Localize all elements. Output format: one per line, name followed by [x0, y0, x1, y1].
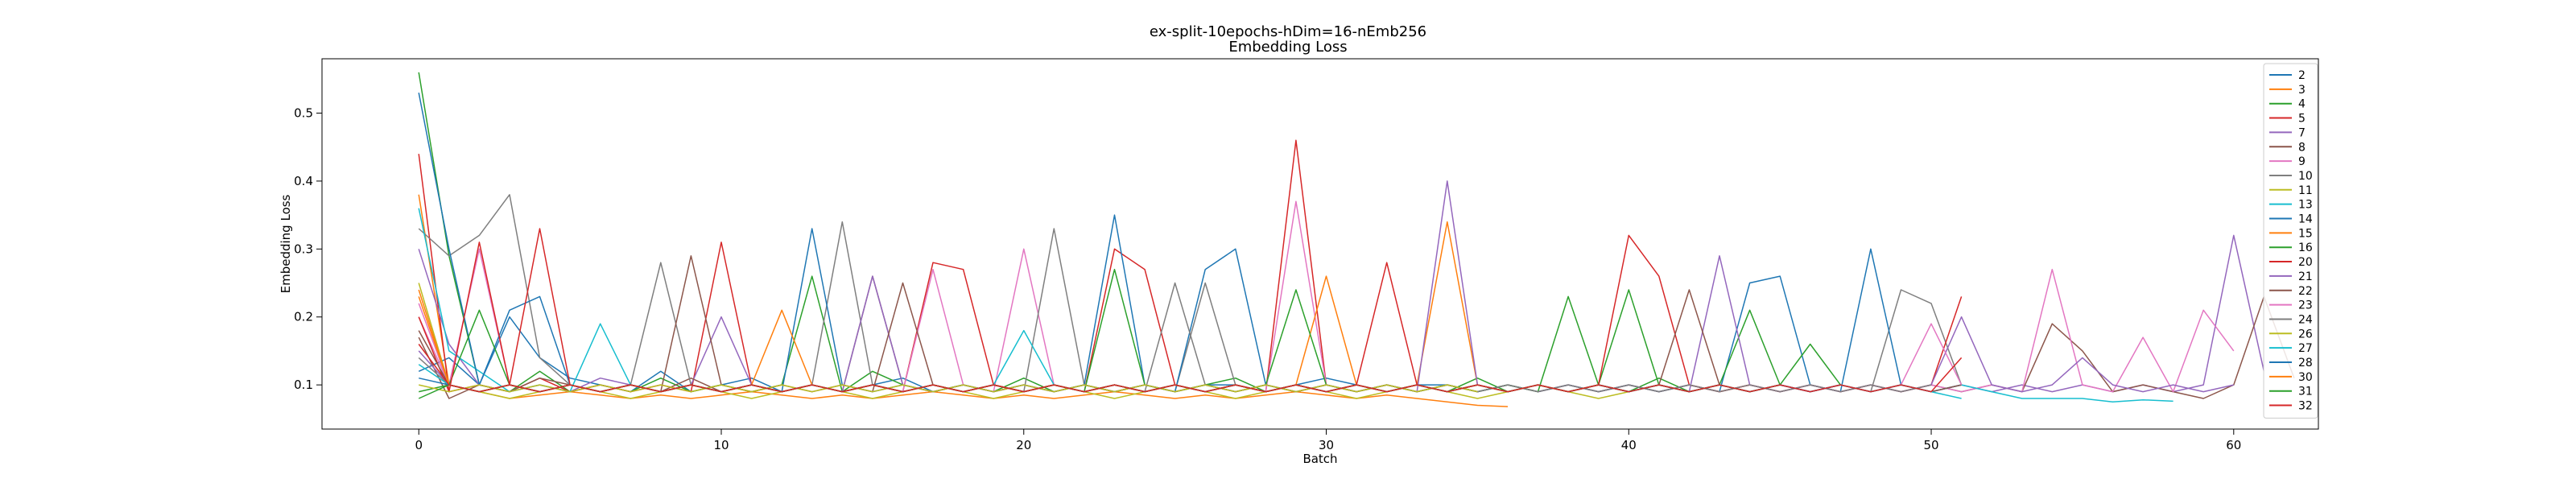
x-tick-label: 40 — [1621, 438, 1637, 452]
legend-label-11: 11 — [2298, 184, 2313, 197]
series-line-16 — [419, 268, 1901, 393]
legend-label-32: 32 — [2298, 400, 2313, 413]
x-tick-label: 50 — [1923, 438, 1938, 452]
legend-label-2: 2 — [2298, 69, 2306, 82]
y-tick-label: 0.3 — [294, 242, 313, 256]
series-layer — [418, 72, 2295, 407]
legend-box — [2263, 63, 2318, 419]
x-tick-label: 10 — [713, 438, 729, 452]
x-axis-label: Batch — [1302, 452, 1337, 466]
y-tick-label: 0.4 — [294, 174, 313, 188]
legend-label-20: 20 — [2298, 256, 2313, 269]
series-line-30 — [418, 296, 1599, 393]
series-line-13 — [418, 208, 2174, 402]
legend-label-3: 3 — [2298, 84, 2306, 97]
legend-label-28: 28 — [2298, 357, 2313, 369]
x-tick-label: 0 — [415, 438, 423, 452]
series-line-9 — [418, 200, 2235, 393]
series-line-15 — [418, 221, 1841, 393]
series-line-14 — [418, 93, 1962, 393]
legend-label-31: 31 — [2298, 386, 2313, 398]
legend-label-10: 10 — [2298, 170, 2313, 183]
series-line-22 — [418, 255, 1962, 393]
y-tick-label: 0.5 — [294, 106, 313, 121]
legend-label-5: 5 — [2298, 113, 2306, 126]
chart-subtitle: Embedding Loss — [1228, 39, 1347, 56]
legend-label-4: 4 — [2298, 98, 2306, 111]
chart-title: ex-split-10epochs-hDim=16-nEmb256 — [1150, 23, 1426, 40]
legend: 2345789101113141516202122232426272830313… — [2263, 63, 2318, 419]
x-tick-label: 60 — [2226, 438, 2241, 452]
plot-frame — [321, 58, 2319, 430]
x-tick-label: 30 — [1319, 438, 1334, 452]
legend-label-8: 8 — [2298, 141, 2306, 154]
series-line-4 — [418, 72, 1690, 393]
y-tick-label: 0.1 — [294, 378, 313, 392]
legend-label-23: 23 — [2298, 299, 2313, 312]
legend-label-9: 9 — [2298, 155, 2306, 168]
x-axis-ticks: 0 10 20 30 40 50 60 — [415, 429, 2241, 452]
legend-label-26: 26 — [2298, 328, 2313, 341]
legend-label-24: 24 — [2298, 313, 2313, 326]
y-axis-ticks: 0.1 0.2 0.3 0.4 0.5 — [294, 106, 322, 392]
legend-label-30: 30 — [2298, 371, 2313, 384]
legend-label-27: 27 — [2298, 342, 2313, 355]
legend-label-15: 15 — [2298, 227, 2313, 240]
legend-label-16: 16 — [2298, 242, 2313, 254]
legend-label-22: 22 — [2298, 285, 2313, 298]
x-tick-label: 20 — [1016, 438, 1031, 452]
series-line-32 — [418, 344, 1963, 393]
y-tick-label: 0.2 — [294, 310, 313, 324]
series-line-3 — [418, 194, 1509, 407]
series-line-5 — [418, 139, 1781, 393]
legend-label-21: 21 — [2298, 270, 2313, 283]
series-line-20 — [418, 228, 1963, 393]
series-line-21 — [418, 180, 2234, 393]
legend-label-7: 7 — [2298, 126, 2306, 139]
legend-label-13: 13 — [2298, 199, 2313, 212]
series-line-10 — [418, 194, 1963, 393]
legend-label-14: 14 — [2298, 213, 2313, 226]
y-axis-label: Embedding Loss — [279, 194, 293, 293]
